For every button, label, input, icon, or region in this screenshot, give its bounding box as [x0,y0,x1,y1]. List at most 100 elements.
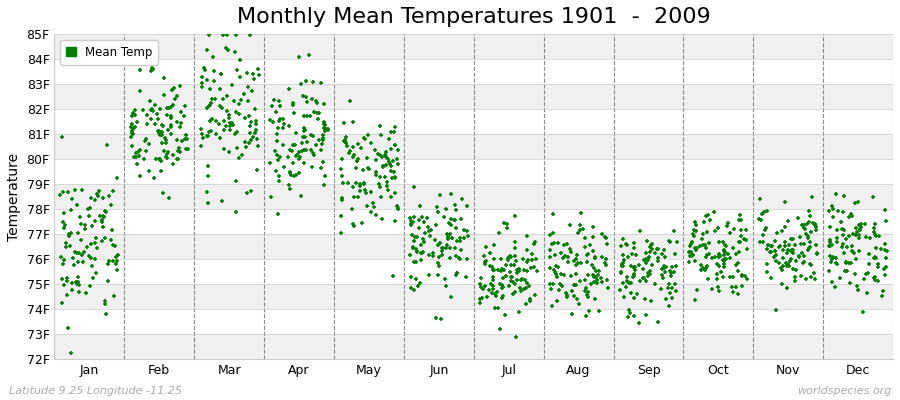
Point [494,256,508,262]
Point [669,287,683,294]
Point [716,274,731,280]
Point [276,142,291,148]
Point [500,225,515,231]
Point [166,161,181,167]
Point [430,272,445,278]
Point [585,262,599,268]
Point [426,252,440,259]
Point [286,100,301,106]
Point [473,274,488,281]
Point [421,252,436,258]
Point [483,280,498,287]
Point [167,85,182,91]
Point [318,122,332,128]
Point [657,246,671,253]
Point [64,350,78,356]
Point [495,284,509,291]
Point [627,245,642,252]
Point [353,188,367,194]
Point [220,32,234,38]
Point [878,247,893,253]
Point [407,238,421,244]
Point [850,198,865,205]
Point [216,126,230,133]
Text: Latitude 9.25 Longitude -11.25: Latitude 9.25 Longitude -11.25 [9,386,182,396]
Point [447,201,462,208]
Point [616,260,630,266]
Point [444,222,458,228]
Point [792,234,806,241]
Point [504,274,518,280]
Point [843,210,858,217]
Point [588,255,602,262]
Point [508,252,522,259]
Point [411,217,426,224]
Point [554,283,569,290]
Point [213,102,228,109]
Point [144,115,158,122]
Point [699,263,714,270]
Point [407,287,421,293]
Point [222,115,237,122]
Point [775,228,789,234]
Point [94,238,109,244]
Point [641,273,655,279]
Point [297,146,311,153]
Point [234,97,248,103]
Point [479,244,493,250]
Point [384,129,399,136]
Point [248,117,263,124]
Point [546,281,561,288]
Point [569,262,583,268]
Point [72,289,86,295]
Point [62,231,77,237]
Bar [55,259,893,284]
Point [351,194,365,200]
Point [145,106,159,112]
Point [69,202,84,208]
Point [124,121,139,127]
Point [756,239,770,246]
Point [235,152,249,158]
Point [637,257,652,264]
Point [94,216,109,223]
Point [287,142,302,148]
Point [430,242,445,248]
Point [799,276,814,282]
Point [563,249,578,256]
Point [878,218,893,225]
Point [264,193,278,200]
Point [725,245,740,251]
Point [200,133,214,140]
Point [643,249,657,255]
Point [158,135,172,141]
Point [153,132,167,138]
Point [176,112,191,119]
Point [848,200,862,206]
Point [410,234,424,240]
Point [650,245,664,252]
Point [733,239,747,245]
Point [68,279,83,285]
Point [868,245,883,252]
Point [808,221,823,227]
Point [219,122,233,129]
Point [320,126,335,132]
Bar [55,109,893,134]
Point [830,260,844,267]
Point [788,278,803,284]
Point [519,259,534,266]
Point [712,251,726,257]
Point [216,32,230,38]
Point [712,253,726,260]
Point [311,136,326,143]
Point [146,108,160,114]
Point [418,230,433,236]
Point [263,117,277,123]
Point [88,197,103,204]
Point [853,220,868,227]
Title: Monthly Mean Temperatures 1901  -  2009: Monthly Mean Temperatures 1901 - 2009 [237,7,711,27]
Point [717,247,732,253]
Point [561,253,575,260]
Point [450,270,464,276]
